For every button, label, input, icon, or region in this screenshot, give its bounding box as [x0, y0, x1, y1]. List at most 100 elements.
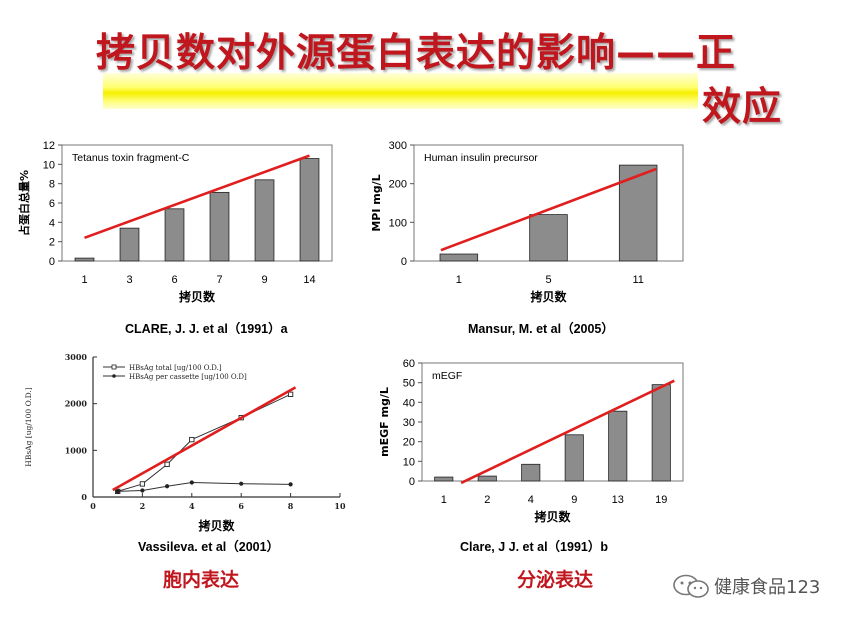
chart1-xtick-label: 9: [261, 274, 267, 286]
chart4-ytick-label: 20: [403, 437, 415, 449]
chart4-bar: [651, 384, 671, 482]
chart2-ytick-label: 300: [389, 140, 407, 152]
chart1-xlabel: 拷贝数: [179, 289, 216, 304]
chart2-ylabel: MPI mg/L: [370, 174, 383, 231]
chart3-ytick-label: 0: [81, 492, 87, 502]
chart3-point: [164, 461, 170, 467]
chart3-ylabel: HBsAg [ug/100 O.D.]: [24, 387, 33, 467]
chart3-point: [189, 480, 194, 485]
chart1-xtick-label: 3: [126, 274, 132, 286]
chart1-ylabel: 占蛋白总量%: [17, 170, 31, 236]
chart3-legend-marker: [111, 364, 117, 370]
chart4-xlabel: 拷贝数: [534, 509, 571, 524]
caption-vassileva: Vassileva. et al（2001）: [138, 540, 280, 554]
chart1-xtick-label: 6: [171, 274, 177, 286]
chart1-ytick-label: 0: [49, 256, 55, 268]
title-highlight-band: [103, 73, 698, 109]
chart4-xtick-label: 1: [441, 494, 447, 506]
chart3-trend-line: [112, 386, 297, 492]
chart4-xtick-label: 19: [655, 494, 667, 506]
chart4-frame: [421, 362, 684, 482]
chart2-xtick-label: 11: [632, 274, 643, 286]
chart4-ytick-label: 60: [403, 358, 415, 370]
chart2-xlabel: 拷贝数: [530, 289, 567, 304]
chart3-xtick-label: 10: [334, 501, 346, 511]
chart3-point: [140, 488, 145, 493]
chart3-series-line: [117, 482, 291, 492]
chart3-xtick-label: 6: [238, 501, 244, 511]
chart1-bar: [164, 208, 185, 262]
chart4-bar: [434, 476, 454, 482]
chart2-xtick-label: 5: [545, 274, 551, 286]
chart2-trend-line: [440, 167, 657, 252]
chart3-point: [287, 391, 294, 397]
chart4-bar: [608, 410, 628, 482]
chart4-ytick-label: 50: [403, 378, 415, 390]
chart3-series-line: [117, 393, 291, 492]
chart4-title: mEGF: [432, 370, 462, 382]
chart2-bar: [439, 253, 479, 262]
slide-title-continued: 效应: [702, 85, 783, 130]
chart2-bar: [529, 214, 568, 262]
chart4-ytick-label: 30: [403, 417, 415, 429]
chart3-xtick-label: 8: [288, 501, 294, 511]
chart1-bar: [299, 158, 320, 262]
chart2-ytick-label: 100: [389, 217, 407, 229]
chart1-xtick-label: 14: [303, 274, 315, 286]
chart4-trend-line: [460, 379, 675, 485]
chart3-xlabel: 拷贝数: [198, 518, 235, 533]
chart3-point: [139, 481, 146, 487]
chart4-bar: [521, 463, 541, 482]
caption-clare-a: CLARE, J. J. et al（1991）a: [125, 322, 288, 336]
chart3-point: [189, 436, 195, 443]
chart4-xtick-label: 13: [612, 494, 624, 506]
chart2-ytick-label: 0: [401, 256, 407, 268]
chart1-ytick-label: 10: [43, 159, 55, 171]
chart2-ytick-label: 200: [389, 179, 407, 191]
chart3-xtick-label: 2: [140, 501, 146, 511]
chart1-title: Tetanus toxin fragment-C: [72, 152, 190, 164]
slide-title: 拷贝数对外源蛋白表达的影响——正: [96, 31, 737, 76]
chart3-legend-marker: [112, 374, 116, 378]
chart4-ytick-label: 40: [403, 397, 415, 409]
label-secreted-expression: 分泌表达: [517, 569, 594, 591]
chart4-ylabel: mEGF mg/L: [378, 387, 391, 457]
chart3-ytick-label: 2000: [65, 399, 88, 409]
chart2-xtick-label: 1: [456, 274, 462, 286]
chart1-bar: [119, 227, 140, 262]
chart3-point: [288, 482, 293, 487]
chart1-bar: [209, 191, 230, 262]
chart4-bar: [477, 475, 497, 482]
chart1-ytick-label: 12: [43, 140, 55, 152]
chart4-xtick-label: 4: [528, 494, 534, 506]
chart3-legend-label: HBsAg total [ug/100 O.D.]: [129, 364, 222, 372]
chart4-xtick-label: 9: [571, 494, 577, 506]
chart4-bar: [564, 434, 584, 482]
chart1-ytick-label: 6: [49, 198, 55, 210]
watermark-text: 健康食品123: [714, 577, 821, 598]
chart3-xtick-label: 4: [189, 501, 195, 511]
chart1-bar: [254, 179, 275, 262]
chart3-ytick-label: 1000: [65, 445, 88, 455]
chart1-xtick-label: 1: [81, 274, 87, 286]
chart1-trend-line: [84, 154, 310, 240]
wechat-icon: [673, 574, 709, 598]
chart3-point: [239, 481, 244, 486]
chart3-point: [115, 489, 120, 494]
chart3-legend-label: HBsAg per cassette [ug/100 O.D]: [129, 373, 247, 381]
chart4-ytick-label: 0: [409, 476, 415, 488]
chart4-ytick-label: 10: [403, 456, 415, 468]
chart3-ytick-label: 3000: [65, 352, 88, 362]
caption-clare-b: Clare, J J. et al（1991）b: [460, 540, 608, 554]
chart2-title: Human insulin precursor: [424, 152, 538, 164]
chart1-ytick-label: 8: [49, 179, 55, 191]
chart1-ytick-label: 4: [49, 217, 55, 229]
chart1-ytick-label: 2: [49, 237, 55, 249]
chart3-point: [165, 484, 170, 489]
chart4-xtick-label: 2: [484, 494, 490, 506]
label-intracellular-expression: 胞内表达: [163, 569, 240, 591]
chart1-bar: [74, 257, 95, 262]
chart3-xtick-label: 0: [90, 501, 96, 511]
caption-mansur: Mansur, M. et al（2005）: [468, 322, 614, 336]
